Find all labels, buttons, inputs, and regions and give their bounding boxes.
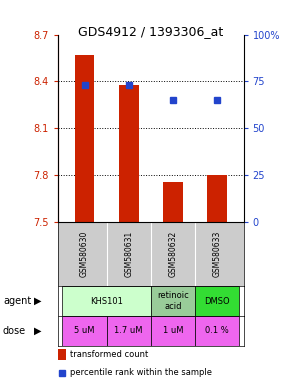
Bar bbox=[62, 286, 151, 316]
Text: GSM580633: GSM580633 bbox=[213, 231, 222, 278]
Bar bbox=[195, 316, 239, 346]
Text: GDS4912 / 1393306_at: GDS4912 / 1393306_at bbox=[78, 25, 223, 38]
Text: retinoic
acid: retinoic acid bbox=[157, 291, 189, 311]
Text: 0.1 %: 0.1 % bbox=[205, 326, 229, 335]
Bar bbox=[119, 84, 139, 222]
Bar bbox=[207, 175, 227, 222]
Text: DMSO: DMSO bbox=[204, 297, 230, 306]
Bar bbox=[107, 316, 151, 346]
Text: 1.7 uM: 1.7 uM bbox=[115, 326, 143, 335]
Text: GSM580631: GSM580631 bbox=[124, 231, 133, 277]
Bar bbox=[163, 182, 183, 222]
Text: 1 uM: 1 uM bbox=[163, 326, 183, 335]
Bar bbox=[75, 55, 95, 222]
Bar bbox=[62, 316, 107, 346]
Text: ▶: ▶ bbox=[34, 296, 41, 306]
Text: dose: dose bbox=[3, 326, 26, 336]
Bar bbox=[151, 316, 195, 346]
Text: GSM580630: GSM580630 bbox=[80, 231, 89, 278]
Bar bbox=[58, 349, 66, 360]
Text: KHS101: KHS101 bbox=[90, 297, 123, 306]
Text: 5 uM: 5 uM bbox=[74, 326, 95, 335]
Text: agent: agent bbox=[3, 296, 31, 306]
Text: percentile rank within the sample: percentile rank within the sample bbox=[70, 368, 212, 377]
Bar bbox=[195, 286, 239, 316]
Text: ▶: ▶ bbox=[34, 326, 41, 336]
Text: GSM580632: GSM580632 bbox=[168, 231, 177, 277]
Text: transformed count: transformed count bbox=[70, 350, 148, 359]
Bar bbox=[151, 286, 195, 316]
